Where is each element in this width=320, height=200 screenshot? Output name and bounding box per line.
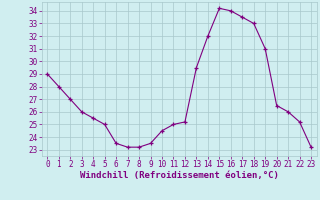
X-axis label: Windchill (Refroidissement éolien,°C): Windchill (Refroidissement éolien,°C) (80, 171, 279, 180)
